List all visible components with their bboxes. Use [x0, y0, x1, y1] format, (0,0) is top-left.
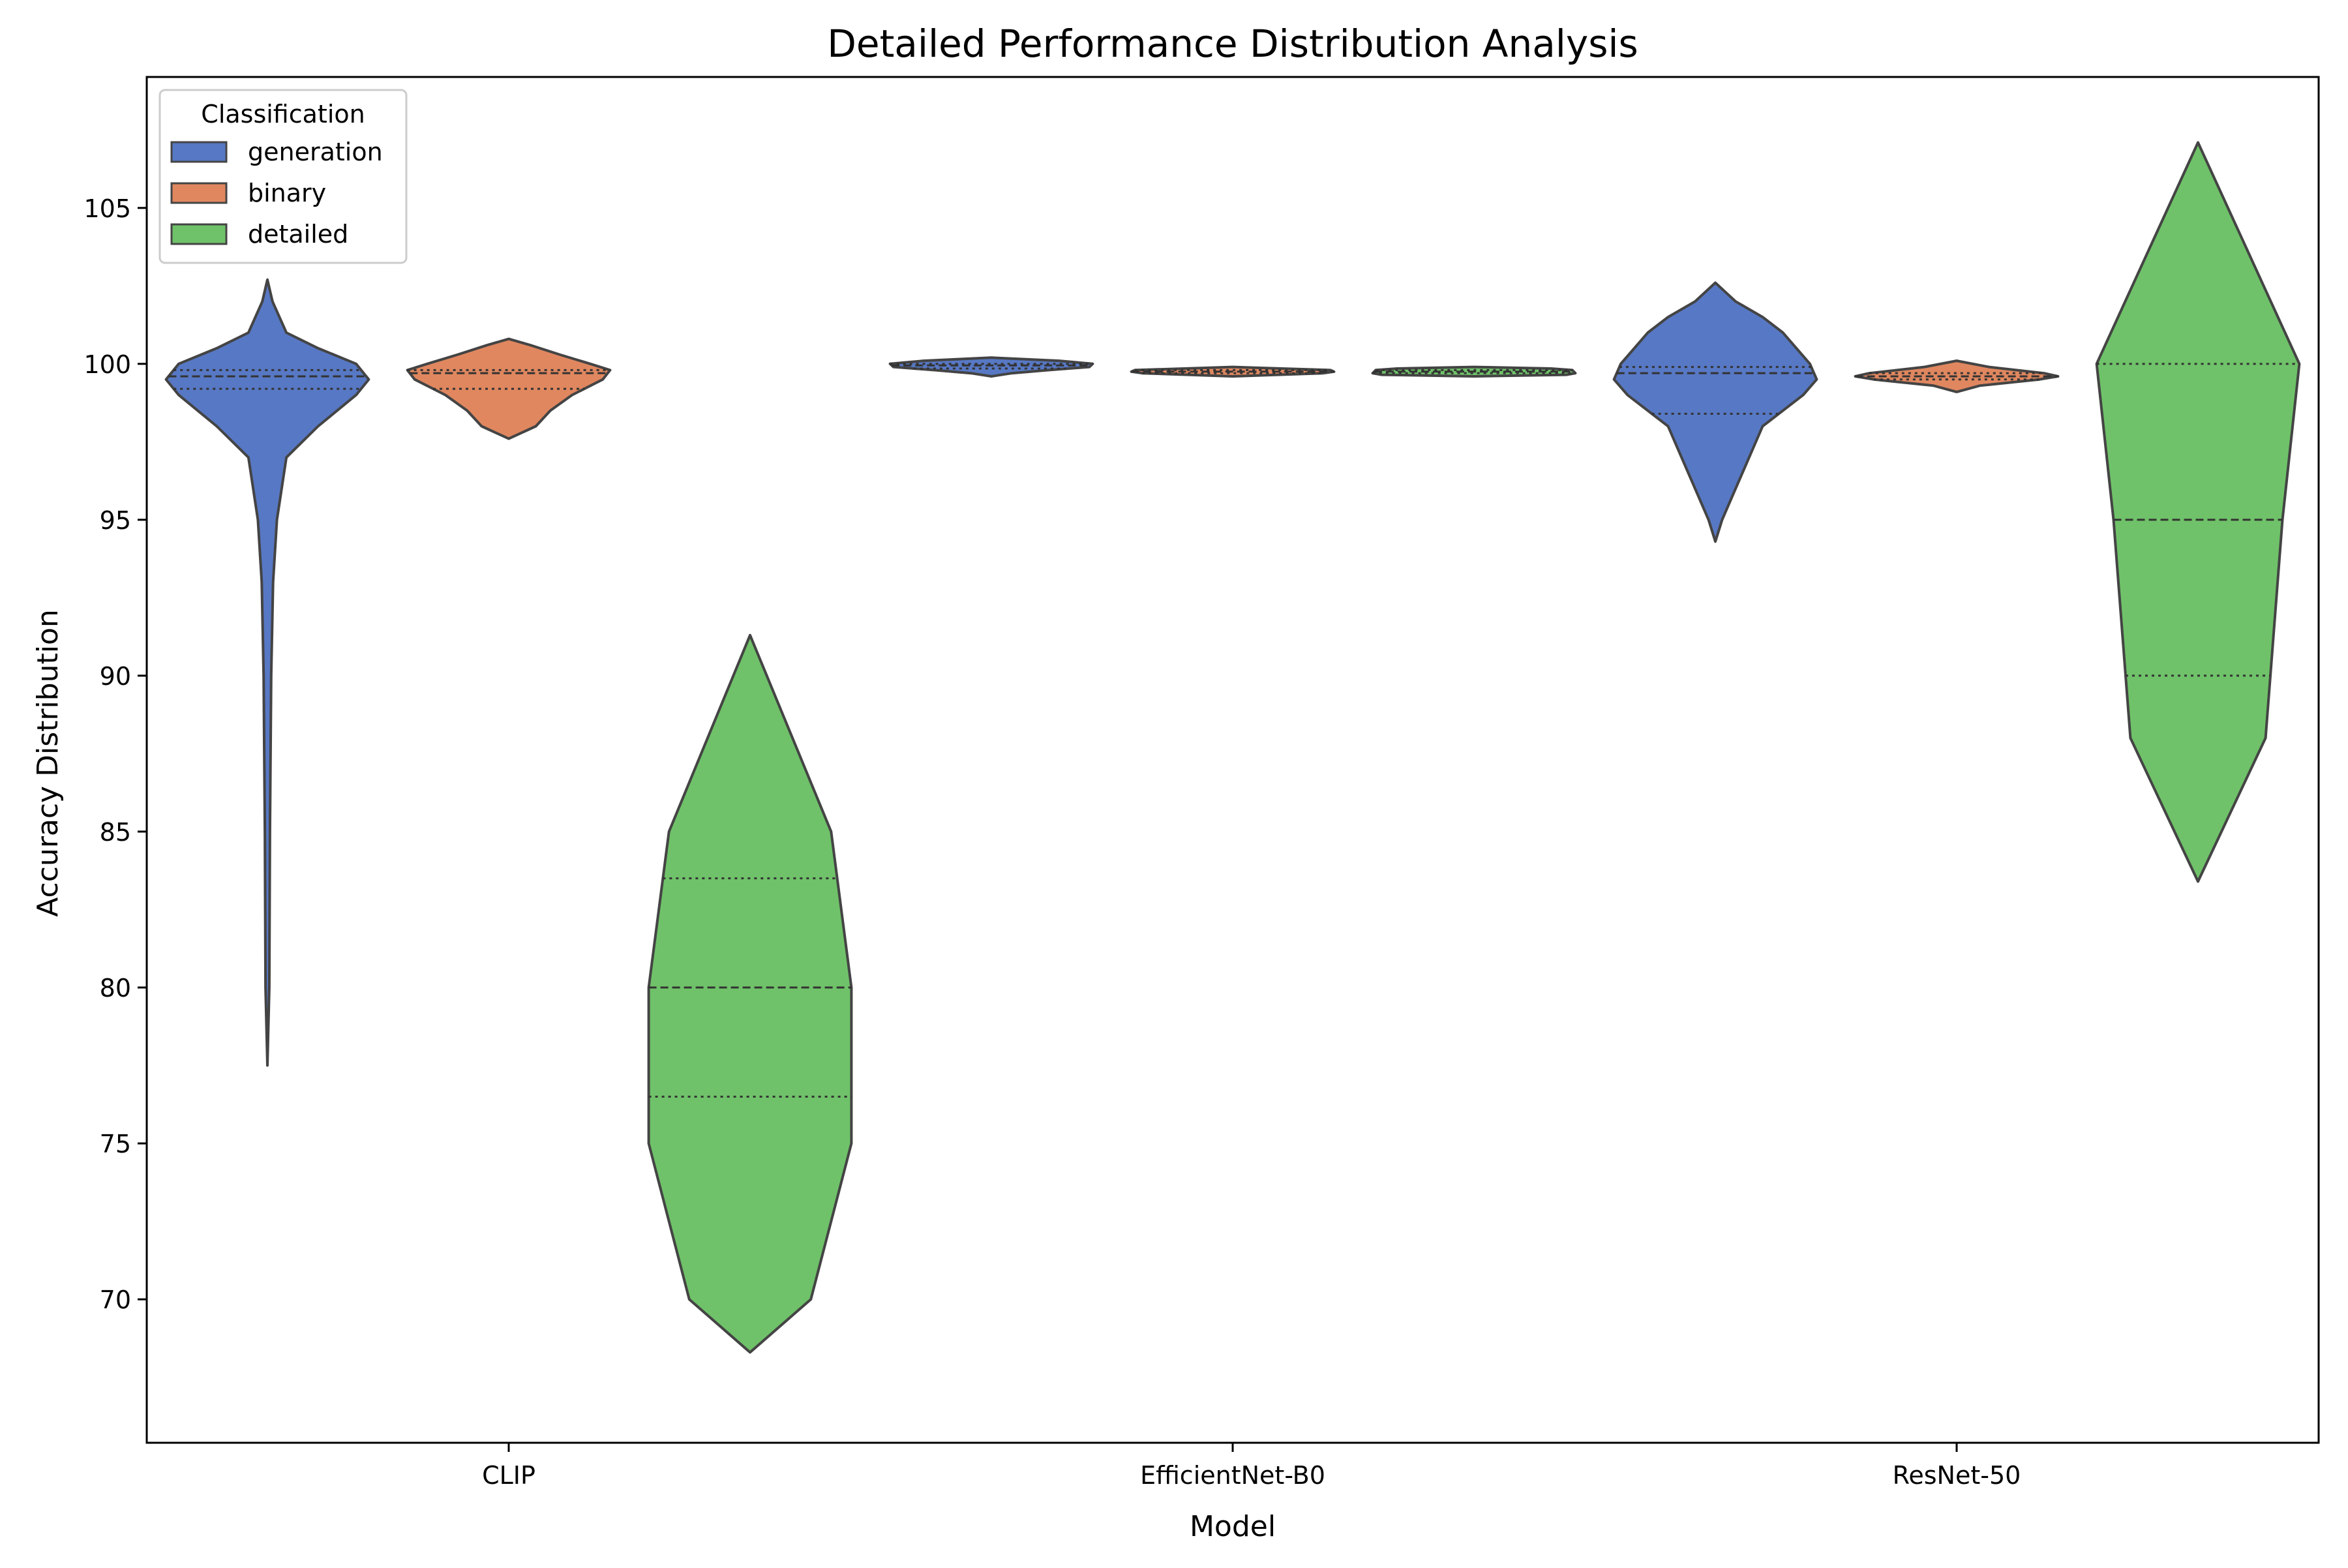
y-tick-label: 90 [100, 662, 131, 691]
legend-swatch-generation [170, 141, 228, 163]
chart-title: Detailed Performance Distribution Analys… [827, 22, 1638, 66]
y-tick-label: 85 [100, 818, 131, 847]
plot-area [164, 141, 2301, 1354]
x-tick-label: EfficientNet-B0 [1140, 1461, 1325, 1490]
axes: 70 75 80 85 90 95 100 105 CLIP EfficientNet-B0 Res… [83, 76, 2320, 1490]
legend-swatch-binary [170, 182, 228, 204]
legend-label-generation: generation [248, 138, 383, 166]
violin-detailed-ResNet-50 [2095, 141, 2301, 883]
x-tick-label: ResNet-50 [1893, 1461, 2021, 1490]
legend-title: Classification [201, 100, 365, 128]
y-tick-label: 100 [83, 350, 131, 379]
violin-detailed-CLIP [647, 633, 853, 1354]
x-axis-label: Model [1190, 1510, 1276, 1543]
y-tick-label: 75 [100, 1130, 131, 1158]
y-tick-label: 80 [100, 974, 131, 1003]
legend-label-binary: binary [248, 179, 326, 207]
legend-swatch-detailed [170, 223, 228, 245]
legend-box [158, 89, 408, 264]
violin-generation-ResNet-50 [1612, 281, 1818, 543]
y-tick-label: 105 [83, 194, 131, 223]
y-tick-label: 95 [100, 506, 131, 535]
violin-binary-CLIP [406, 337, 612, 440]
violin-generation-CLIP [164, 278, 370, 1067]
x-tick-label: CLIP [482, 1461, 535, 1490]
legend: Classification generation binary detailed [158, 89, 408, 264]
violin-generation-EfficientNet-B0 [888, 356, 1094, 378]
legend-label-detailed: detailed [248, 220, 348, 249]
plot-frame [145, 76, 2320, 1444]
y-tick-label: 70 [100, 1286, 131, 1314]
y-axis-label: Accuracy Distribution [31, 609, 65, 917]
